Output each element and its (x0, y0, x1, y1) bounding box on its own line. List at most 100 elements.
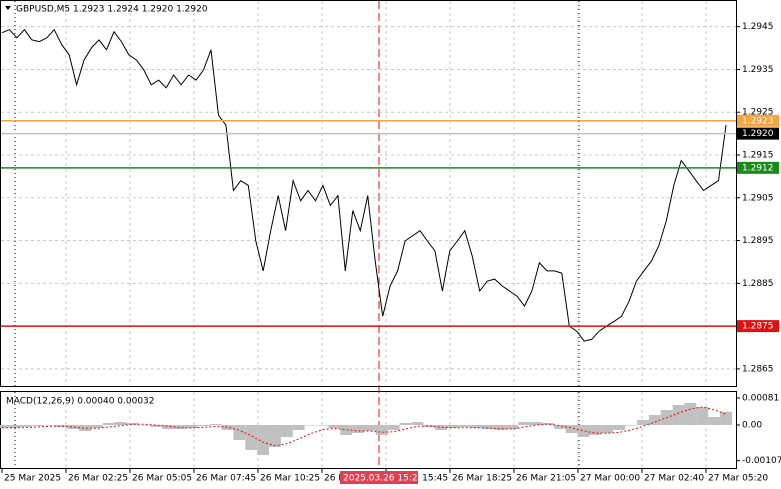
x-tick-label: 26 Mar 05:05 (132, 474, 192, 484)
macd-bar (304, 425, 317, 426)
y-tick-label: 1.2925 (742, 108, 774, 118)
macd-bar (138, 425, 151, 426)
y-tick-label: 1.2895 (742, 236, 774, 246)
y-tick-label: 1.2945 (742, 22, 774, 32)
macd-bar (79, 425, 92, 431)
macd-bar (209, 424, 222, 425)
macd-bar (185, 425, 198, 428)
level-label-box (737, 161, 779, 174)
menu-arrow (5, 6, 11, 10)
macd-bar (435, 425, 448, 430)
macd-title: MACD(12,26,9) 0.00040 0.00032 (6, 397, 155, 407)
macd-bar (257, 425, 270, 455)
x-tick-label: 25 Mar 2025 (4, 474, 61, 484)
macd-frame (0, 391, 737, 469)
macd-bar (625, 425, 637, 426)
macd-bar (672, 405, 685, 425)
macd-bar (150, 425, 163, 427)
signal-line (2, 406, 727, 447)
macd-bar (636, 420, 649, 425)
level-label: 1.2912 (742, 163, 774, 173)
macd-bar (470, 425, 483, 428)
y-tick-label: 1.2885 (742, 279, 774, 289)
macd-bar (482, 425, 495, 429)
macd-bar (684, 403, 697, 425)
macd-bar (19, 425, 32, 427)
macd-bar (708, 417, 721, 425)
macd-bar (696, 407, 709, 425)
macd-bar (423, 425, 436, 427)
macd-bar (447, 425, 459, 428)
x-tick-label: 26 Mar 07:45 (196, 474, 256, 484)
macd-bar (399, 423, 412, 425)
x-tick-label: 26 Mar 02:25 (68, 474, 128, 484)
y-tick-label: 1.2905 (742, 193, 774, 203)
macd-bar (280, 425, 293, 437)
macd-bar (613, 425, 626, 430)
macd-bar (114, 422, 127, 425)
level-label-box (737, 127, 779, 140)
macd-bar (648, 415, 661, 425)
level-label: 1.2923 (742, 116, 774, 126)
x-tick-label: 26 Mar 15:45 (388, 474, 448, 484)
macd-bar (458, 425, 471, 427)
price-frame (0, 0, 737, 387)
y-tick-label: 1.2865 (742, 364, 774, 374)
macd-bar (162, 425, 175, 429)
macd-bar (328, 425, 341, 428)
macd-bar (245, 425, 258, 450)
macd-bar (197, 425, 210, 426)
macd-bar (530, 422, 543, 425)
macd-bar (720, 411, 732, 425)
macd-bar (364, 425, 376, 431)
y-tick-label: 1.2915 (742, 151, 774, 161)
macd-bar (577, 425, 590, 437)
y-tick-label: -0.00107 (742, 456, 781, 466)
macd-bar (375, 425, 388, 435)
cursor-label-box (340, 471, 418, 484)
macd-bar (542, 423, 554, 425)
macd-bar (589, 425, 602, 435)
macd-bar (0, 425, 8, 428)
macd-bar (518, 422, 531, 425)
x-tick-label: 26 Mar 10:25 (260, 474, 320, 484)
macd-bar (269, 425, 281, 447)
chart-title: GBPUSD,M5 1.2923 1.2924 1.2920 1.2920 (16, 5, 208, 15)
macd-bar (411, 422, 424, 425)
level-label: 1.2920 (742, 129, 774, 139)
macd-bar (126, 423, 139, 425)
level-label: 1.2875 (742, 322, 774, 332)
macd-bar (67, 425, 80, 429)
macd-bar (387, 425, 400, 430)
y-tick-label: 0.00 (742, 421, 762, 431)
x-tick-label: 27 Mar 00:00 (580, 474, 640, 484)
cursor-label: 2025.03.26 15:25 (343, 474, 423, 484)
macd-bar (601, 425, 614, 433)
x-tick-label: 26 Mar 18:25 (452, 474, 512, 484)
macd-bar (340, 425, 353, 435)
macd-bar (494, 425, 507, 430)
x-tick-label: 27 Mar 05:20 (708, 474, 768, 484)
macd-bar (102, 423, 115, 425)
macd-bar (565, 425, 578, 433)
macd-bar (316, 425, 329, 426)
macd-bar (174, 425, 186, 429)
macd-bar (91, 425, 103, 428)
price-line (1, 28, 727, 342)
x-tick-label: 27 Mar 02:40 (644, 474, 704, 484)
y-tick-label: 1.2935 (742, 65, 774, 75)
macd-bar (7, 425, 20, 428)
macd-bar (292, 425, 305, 430)
macd-bar (233, 425, 246, 440)
macd-bar (352, 425, 364, 433)
y-tick-label: 0.00081 (742, 394, 779, 404)
level-label-box (737, 320, 779, 333)
level-label-box (737, 114, 779, 127)
x-tick-label: 26 Mar 21:05 (516, 474, 576, 484)
macd-bar (43, 425, 56, 426)
macd-bar (553, 425, 566, 429)
macd-bar (31, 425, 44, 426)
macd-bar (221, 425, 234, 430)
